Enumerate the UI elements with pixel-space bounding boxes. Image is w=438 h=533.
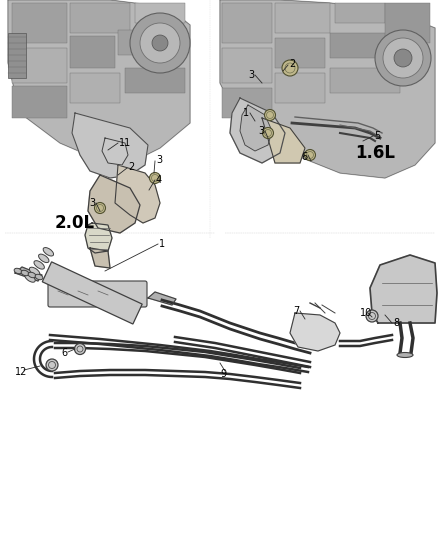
Bar bbox=[222, 88, 272, 118]
Bar bbox=[275, 3, 330, 33]
Text: 4: 4 bbox=[156, 175, 162, 185]
Polygon shape bbox=[290, 313, 340, 351]
Polygon shape bbox=[220, 0, 435, 178]
Polygon shape bbox=[148, 292, 176, 305]
Bar bbox=[118, 30, 183, 55]
Text: 2: 2 bbox=[128, 162, 134, 172]
Text: 3: 3 bbox=[156, 155, 162, 165]
Text: 5: 5 bbox=[374, 131, 380, 141]
Text: 1: 1 bbox=[243, 108, 249, 118]
Text: 9: 9 bbox=[220, 369, 226, 379]
Circle shape bbox=[265, 109, 276, 120]
Text: 12: 12 bbox=[15, 367, 27, 377]
Polygon shape bbox=[370, 255, 437, 323]
Circle shape bbox=[140, 23, 180, 63]
Text: 3: 3 bbox=[248, 70, 254, 80]
Polygon shape bbox=[88, 175, 140, 233]
Ellipse shape bbox=[43, 247, 53, 256]
Text: 11: 11 bbox=[119, 138, 131, 148]
Bar bbox=[12, 48, 67, 83]
Ellipse shape bbox=[28, 272, 36, 278]
Bar bbox=[70, 36, 115, 68]
Bar bbox=[135, 3, 185, 23]
Ellipse shape bbox=[21, 270, 29, 276]
Bar bbox=[330, 33, 400, 58]
Bar bbox=[222, 48, 272, 83]
Bar bbox=[12, 3, 67, 43]
Text: 2: 2 bbox=[289, 59, 295, 69]
Bar bbox=[335, 3, 385, 23]
Ellipse shape bbox=[35, 274, 43, 280]
Circle shape bbox=[394, 49, 412, 67]
Bar bbox=[275, 73, 325, 103]
Ellipse shape bbox=[39, 254, 49, 263]
Polygon shape bbox=[72, 113, 148, 178]
Ellipse shape bbox=[29, 267, 40, 276]
Polygon shape bbox=[90, 248, 110, 268]
Circle shape bbox=[383, 38, 423, 78]
Text: 10: 10 bbox=[360, 308, 372, 318]
Bar bbox=[70, 73, 120, 103]
FancyBboxPatch shape bbox=[48, 281, 147, 307]
Polygon shape bbox=[102, 138, 128, 165]
Bar bbox=[275, 38, 325, 68]
Text: 3: 3 bbox=[89, 198, 95, 208]
Ellipse shape bbox=[34, 261, 44, 269]
Text: 7: 7 bbox=[293, 306, 299, 316]
Circle shape bbox=[262, 127, 273, 139]
Polygon shape bbox=[230, 98, 285, 163]
Polygon shape bbox=[8, 0, 190, 163]
Polygon shape bbox=[85, 223, 112, 253]
Text: 3: 3 bbox=[258, 126, 264, 136]
Circle shape bbox=[366, 310, 378, 322]
Ellipse shape bbox=[25, 274, 35, 282]
Polygon shape bbox=[15, 267, 42, 281]
Circle shape bbox=[375, 30, 431, 86]
Polygon shape bbox=[262, 118, 305, 163]
Text: 1.6L: 1.6L bbox=[355, 144, 395, 162]
Circle shape bbox=[74, 343, 85, 354]
Bar bbox=[12, 86, 67, 118]
Polygon shape bbox=[240, 105, 272, 151]
Circle shape bbox=[46, 359, 58, 371]
Text: 6: 6 bbox=[301, 152, 307, 162]
Bar bbox=[330, 68, 400, 93]
Bar bbox=[70, 3, 130, 33]
Bar bbox=[42, 262, 142, 324]
Circle shape bbox=[304, 149, 315, 160]
Ellipse shape bbox=[14, 268, 22, 274]
Text: 2.0L: 2.0L bbox=[55, 214, 95, 232]
Bar bbox=[125, 68, 185, 93]
Bar bbox=[385, 3, 430, 43]
Circle shape bbox=[282, 60, 298, 76]
Circle shape bbox=[149, 173, 160, 183]
Bar bbox=[222, 3, 272, 43]
Text: 1: 1 bbox=[159, 239, 165, 249]
Ellipse shape bbox=[397, 352, 413, 358]
Circle shape bbox=[152, 35, 168, 51]
Circle shape bbox=[130, 13, 190, 73]
Circle shape bbox=[95, 203, 106, 214]
Text: 8: 8 bbox=[393, 318, 399, 328]
Text: 6: 6 bbox=[61, 348, 67, 358]
Bar bbox=[8, 33, 26, 78]
Polygon shape bbox=[115, 165, 160, 223]
